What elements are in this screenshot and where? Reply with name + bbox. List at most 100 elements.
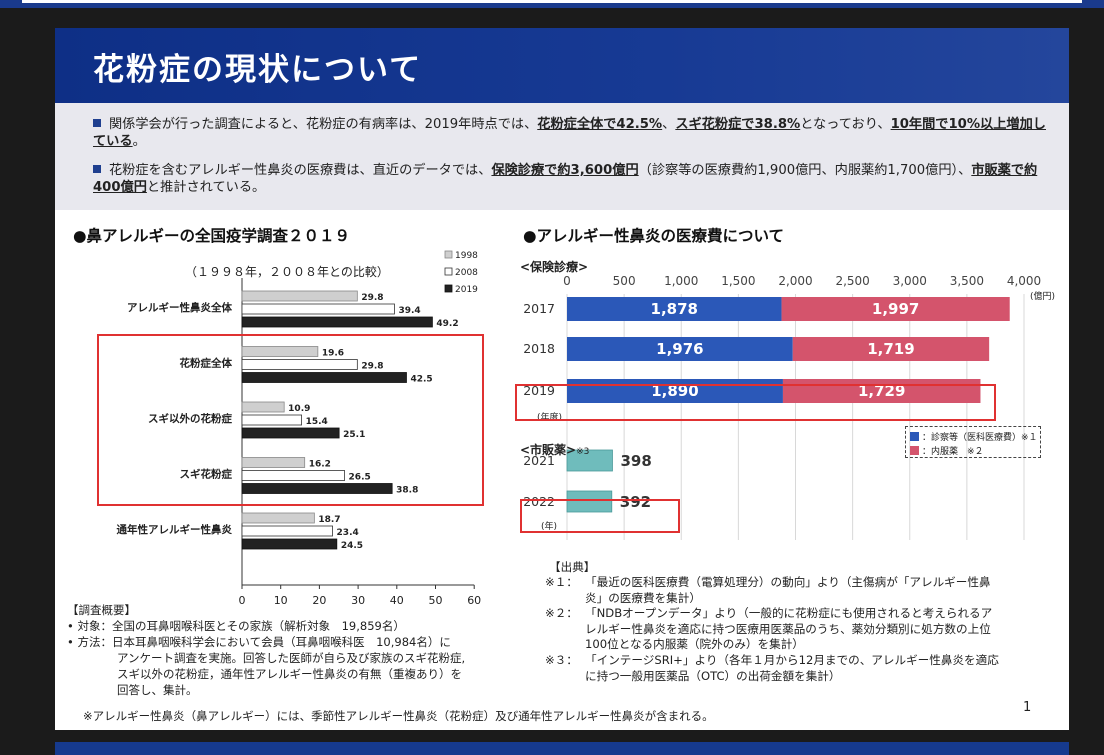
category-label: スギ花粉症 xyxy=(180,468,233,481)
bullet-text: 花粉症を含むアレルギー性鼻炎の医療費は、直近のデータでは、 xyxy=(109,163,492,178)
source-line: に持つ一般用医薬品（OTC）の出荷金額を集計） xyxy=(585,668,841,683)
survey-title: 【調査概要】 xyxy=(67,603,136,617)
summary-bullet-prevalence: 関係学会が行った調査によると、花粉症の有病率は、2019年時点では、花粉症全体で… xyxy=(93,116,1053,150)
stacked-bar-segment xyxy=(567,379,783,403)
otc-bar xyxy=(566,490,613,513)
source-line: レルギー性鼻炎を適応に持つ医療用医薬品のうち、薬効分類別に処方数の上位 xyxy=(585,621,991,636)
bar-1998 xyxy=(241,401,285,413)
category-label: 2019 xyxy=(523,383,555,398)
slide-title: 花粉症の現状について xyxy=(93,52,423,88)
bar-value-label: 49.2 xyxy=(436,319,458,329)
category-label: スギ以外の花粉症 xyxy=(148,412,232,425)
bar-value-label: 26.5 xyxy=(349,473,371,483)
survey-line: スギ以外の花粉症，通年性アレルギー性鼻炎の有無（重複あり）を xyxy=(117,667,462,681)
bullet-emphasis: 市販薬で約400億円 xyxy=(93,163,1038,195)
summary-bullet-cost: 花粉症を含むアレルギー性鼻炎の医療費は、直近のデータでは、保険診療で約3,600… xyxy=(93,162,1053,196)
highlight-box-2022 xyxy=(520,499,680,533)
bullet-text: となっており、 xyxy=(800,117,891,132)
bottom-band xyxy=(55,742,1069,755)
x-tick-label: 3,000 xyxy=(893,274,927,288)
legend-label: 2019 xyxy=(455,285,478,295)
source-marker: ※３： xyxy=(545,653,578,667)
bar-value-label: 1,997 xyxy=(872,300,919,318)
bullet-text: と推計されている。 xyxy=(146,180,266,195)
category-label: 2018 xyxy=(523,341,555,356)
bullet-text: 。 xyxy=(132,134,146,149)
highlight-box-pollinosis xyxy=(97,334,484,506)
bar-1998 xyxy=(241,457,306,468)
legend-label: 2008 xyxy=(455,268,478,278)
slide-header: 花粉症の現状について xyxy=(55,28,1069,103)
x-tick-label: 2,000 xyxy=(778,274,812,288)
legend-swatch xyxy=(910,432,919,441)
bullet-text: 、 xyxy=(662,117,676,132)
bar-2019 xyxy=(241,427,340,439)
category-label: 2021 xyxy=(523,453,555,468)
source-line: 炎」の医療費を集計） xyxy=(585,590,701,605)
cost-legend: ：診察等（医科医療費）※１ ：内服薬 ※２ xyxy=(905,426,1041,458)
x-tick-label: 40 xyxy=(390,594,404,607)
x-tick-label: 500 xyxy=(613,274,636,288)
prevalence-chart: 0102030405060有病率（%）アレルギー性鼻炎全体29.839.449.… xyxy=(117,250,481,607)
bar-value-label: 398 xyxy=(620,452,651,470)
otc-label-text: <市販薬> xyxy=(520,443,577,457)
category-label: アレルギー性鼻炎全体 xyxy=(127,301,232,314)
bar-2019 xyxy=(241,372,407,383)
bar-2019 xyxy=(241,316,433,328)
source-marker: ※２： xyxy=(545,606,578,620)
legend-label: ：診察等（医科医療費）※１ xyxy=(922,433,1038,443)
source-line: 「NDBオープンデータ」より（一般的に花粉症にも使用されると考えられるア xyxy=(585,606,993,620)
bar-2008 xyxy=(241,525,333,537)
bar-value-label: 38.8 xyxy=(396,486,418,496)
x-tick-label: 50 xyxy=(429,594,443,607)
stacked-bar-segment xyxy=(782,379,981,403)
bar-value-label: 10.9 xyxy=(288,404,310,414)
slide: 花粉症の現状について 関係学会が行った調査によると、花粉症の有病率は、2019年… xyxy=(55,28,1069,730)
unit-label: (億円) xyxy=(1030,292,1056,302)
legend-swatch xyxy=(444,250,453,259)
bullet-square-icon xyxy=(93,119,101,127)
x-tick-label: 0 xyxy=(563,274,571,288)
bar-value-label: 23.4 xyxy=(337,528,359,538)
bar-value-label: 16.2 xyxy=(309,460,331,470)
source-line: 100位となる内服薬（院外のみ）を集計） xyxy=(585,637,804,651)
cost-chart: 0 500 1,000 1,500 2,000 2,500 3,000 3,500 4,000 2… xyxy=(523,274,1041,540)
bullet-text: 関係学会が行った調査によると、花粉症の有病率は、2019年時点では、 xyxy=(109,117,538,132)
legend-label: 1998 xyxy=(455,251,478,261)
legend-swatch xyxy=(910,446,919,455)
bullet-text: （診察等の医療費約1,900億円、内服薬約1,700億円）、 xyxy=(638,163,972,178)
bar-value-label: 18.7 xyxy=(318,515,340,525)
bullet-emphasis: 保険診療で約3,600億円 xyxy=(491,163,639,178)
bar-value-label: 1,890 xyxy=(651,382,698,400)
survey-line: 回答し、集計。 xyxy=(117,683,198,697)
bar-2008 xyxy=(241,470,345,481)
stacked-bar-segment xyxy=(567,297,782,321)
bullet-emphasis: スギ花粉症で38.8% xyxy=(675,117,801,132)
legend-swatch xyxy=(444,284,453,293)
year-unit-label-otc: (年) xyxy=(541,522,558,532)
legend-swatch xyxy=(444,267,453,276)
bar-2008 xyxy=(241,303,395,315)
source-marker: ※１： xyxy=(545,575,578,589)
left-section-title: ●鼻アレルギーの全国疫学調査２０１９ xyxy=(73,227,351,245)
bullet-square-icon xyxy=(93,165,101,173)
survey-line: • 方法：日本耳鼻咽喉科学会において会員（耳鼻咽喉科医 10,984名）に xyxy=(67,635,451,649)
x-tick-label: 60 xyxy=(467,594,481,607)
footnote: ※アレルギー性鼻炎（鼻アレルギー）には、季節性アレルギー性鼻炎（花粉症）及び通年… xyxy=(83,709,714,723)
x-tick-label: 3,500 xyxy=(950,274,984,288)
otc-label: <市販薬>※3 xyxy=(520,441,589,458)
bullet-emphasis: 花粉症全体で42.5% xyxy=(537,117,663,132)
x-tick-label: 4,000 xyxy=(1007,274,1041,288)
bar-value-label: 42.5 xyxy=(410,375,432,385)
bar-1998 xyxy=(241,346,319,357)
source-line: 「最近の医科医療費（電算処理分）の動向」より（主傷病が「アレルギー性鼻 xyxy=(585,575,991,589)
bar-value-label: 1,719 xyxy=(867,340,914,358)
category-label: 2022 xyxy=(523,494,555,509)
bar-2008 xyxy=(241,359,358,370)
x-tick-label: 10 xyxy=(274,594,288,607)
x-tick-label: 0 xyxy=(239,594,246,607)
year-unit-label: (年度) xyxy=(537,413,563,423)
bar-value-label: 392 xyxy=(620,493,651,511)
sources-title: 【出典】 xyxy=(549,560,596,574)
survey-line: • 対象：全国の耳鼻咽喉科医とその家族（解析対象 19,859名） xyxy=(67,619,405,633)
